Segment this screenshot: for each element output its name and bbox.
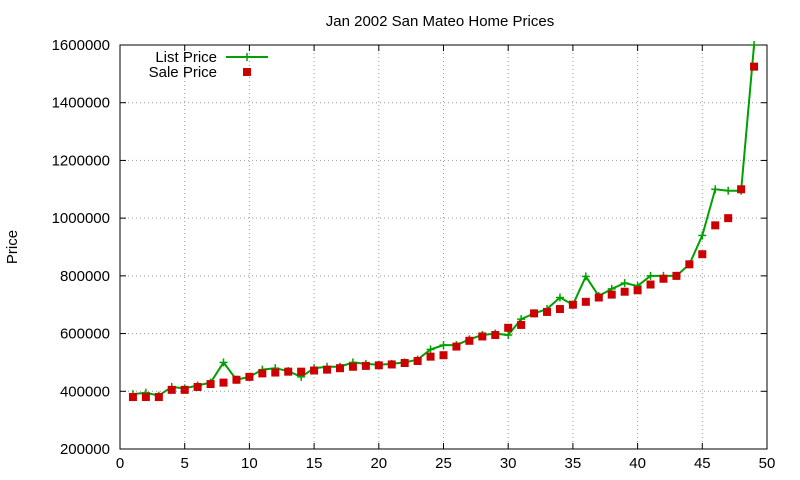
data-point [724,214,733,223]
data-point [607,290,616,299]
x-tick-label: 0 [116,455,124,472]
data-point [568,300,577,309]
y-tick-label: 1600000 [52,37,110,54]
data-point [555,293,564,302]
data-point [193,382,202,391]
data-point [581,272,590,281]
x-tick-label: 15 [306,455,323,472]
data-point [530,309,539,318]
y-tick-label: 1000000 [52,210,110,227]
data-point [724,186,733,195]
grid-lines [120,45,767,449]
x-tick-label: 35 [565,455,582,472]
data-point [361,361,370,370]
x-tick-label: 50 [759,455,776,472]
data-point [426,352,435,361]
data-point [685,260,694,269]
x-tick-label: 20 [370,455,387,472]
data-point [672,271,681,280]
data-point [465,336,474,345]
y-axis-label: Price [4,230,21,264]
series-layer [128,41,759,402]
data-point [478,332,487,341]
data-point [698,231,707,240]
y-tick-label: 400000 [60,383,110,400]
data-point [711,185,720,194]
data-point [698,250,707,259]
y-tick-label: 800000 [60,268,110,285]
chart-title: Jan 2002 San Mateo Home Prices [326,13,554,30]
data-point [750,41,759,49]
x-tick-label: 45 [694,455,711,472]
data-point [633,286,642,295]
data-point [620,279,629,288]
data-point [504,323,513,332]
data-point [543,307,552,316]
x-tick-label: 25 [435,455,452,472]
legend-swatch-marker [243,53,251,61]
data-point [711,221,720,230]
data-point [555,305,564,314]
data-point [284,367,293,376]
data-point [206,380,215,389]
data-point [659,274,668,283]
x-tick-label: 5 [181,455,189,472]
data-point [180,385,189,394]
data-point [297,367,306,376]
legend-label: Sale Price [149,64,217,81]
data-point [154,393,163,402]
data-point [452,342,461,351]
y-tick-label: 600000 [60,326,110,343]
data-point [348,362,357,371]
data-point [219,378,228,387]
data-point [245,372,254,381]
data-point [646,280,655,289]
data-point [141,393,150,402]
data-point [504,331,513,340]
data-point [413,356,422,365]
data-point [219,358,228,367]
data-point [335,364,344,373]
data-point [323,365,332,374]
data-point [426,345,435,354]
legend-swatch-marker [243,68,251,76]
data-point [594,293,603,302]
y-tick-label: 1400000 [52,95,110,112]
data-point [128,393,137,402]
data-point [374,361,383,370]
data-point [310,366,319,375]
data-point [400,359,409,368]
data-point [517,320,526,329]
data-point [646,271,655,280]
legend-label: List Price [155,49,217,66]
series-list-price [128,41,759,400]
x-tick-label: 40 [629,455,646,472]
data-point [167,385,176,394]
data-point [439,351,448,360]
axis-ticks: 0 5 10 15 20 25 30 35 40 45 50 200000 400000 600000 80… [52,37,776,472]
data-point [258,369,267,378]
data-point [232,375,241,384]
series-sale-price [128,62,759,402]
x-tick-label: 10 [241,455,258,472]
data-point [439,341,448,350]
y-tick-label: 1200000 [52,152,110,169]
data-point [620,287,629,296]
data-point [491,331,500,340]
data-point [581,297,590,306]
data-point [387,360,396,369]
data-point [737,185,746,194]
y-tick-label: 200000 [60,441,110,458]
x-tick-label: 30 [500,455,517,472]
data-point [271,368,280,377]
data-point [750,62,759,71]
